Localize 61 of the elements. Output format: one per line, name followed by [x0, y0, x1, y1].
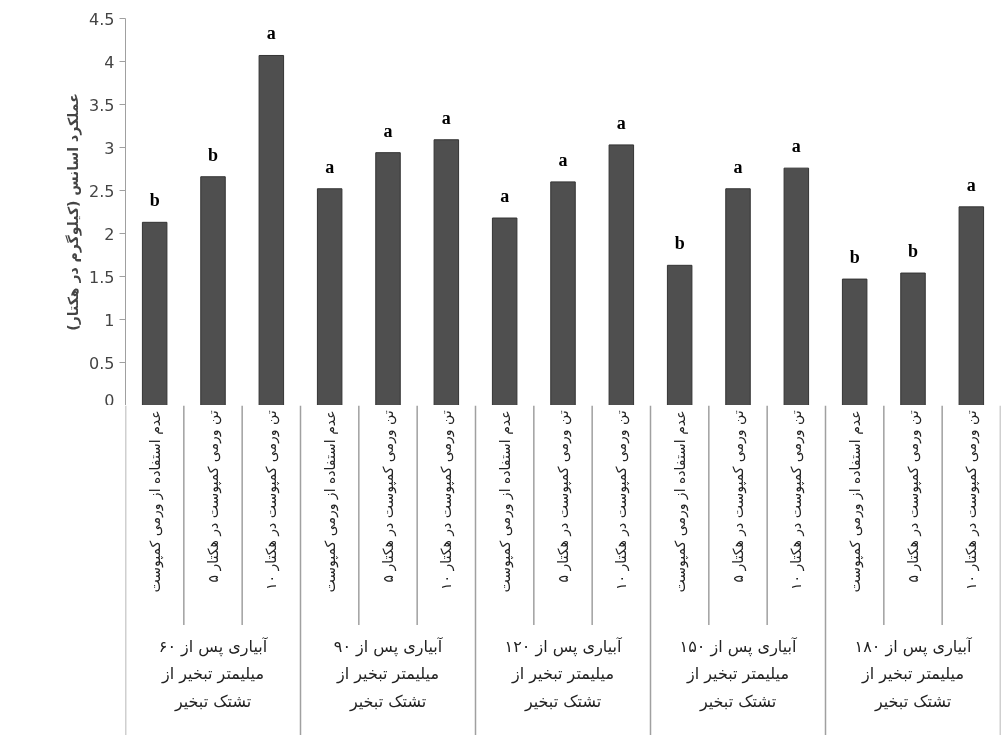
bar	[258, 54, 285, 405]
x-tick-label: عدم استفاده از ورمی کمپوست	[496, 410, 514, 593]
bar	[608, 144, 635, 405]
bar	[491, 217, 518, 405]
bar	[433, 139, 460, 405]
data-label: b	[149, 190, 160, 211]
x-tick-label: ۱۰ تن ورمی کمپوست در هکتار	[963, 410, 981, 591]
bar	[200, 176, 226, 405]
data-label: a	[966, 174, 976, 195]
data-label: a	[441, 107, 451, 128]
y-tick-label: 2	[104, 224, 115, 244]
y-tick-label: 3	[104, 138, 115, 158]
x-tick-label: ۵ تن ورمی کمپوست در هکتار	[905, 410, 922, 583]
x-tick-label: ۵ تن ورمی کمپوست در هکتار	[205, 410, 222, 583]
bar	[316, 188, 343, 405]
x-tick-label: ۵ تن ورمی کمپوست در هکتار	[555, 410, 572, 583]
data-label: a	[266, 23, 276, 44]
data-label: b	[907, 241, 919, 262]
bar	[141, 221, 168, 405]
y-tick-label: 4.5	[89, 9, 115, 29]
x-tick-label: عدم استفاده از ورمی کمپوست	[321, 410, 339, 593]
x-tick-label: ۱۰ تن ورمی کمپوست در هکتار	[613, 410, 631, 591]
y-tick-label: 0	[104, 390, 115, 410]
data-label: b	[207, 144, 219, 165]
data-label: b	[849, 247, 860, 268]
y-tick-label: 0.5	[89, 353, 115, 373]
bar	[550, 181, 576, 405]
x-tick-label: عدم استفاده از ورمی کمپوست	[671, 410, 689, 593]
data-label: a	[733, 156, 743, 177]
text: آبیاری پس از ۱۸۰ میلیمتر تبخیر از تشتک تبخیر	[854, 636, 974, 712]
data-label: b	[674, 233, 685, 254]
data-label: a	[325, 156, 335, 177]
bar	[375, 152, 401, 405]
data-label: a	[383, 120, 393, 141]
bar	[783, 167, 810, 405]
x-tick-label: ۵ تن ورمی کمپوست در هکتار	[730, 410, 747, 583]
y-axis-title: عملکرد اسانس (کیلوگرم در هکتار)	[65, 93, 83, 331]
text: آبیاری پس از ۹۰ میلیمتر تبخیر از تشتک تبخیر	[333, 636, 444, 712]
x-tick-label: ۵ تن ورمی کمپوست در هکتار	[380, 410, 397, 583]
x-tick-label: عدم استفاده از ورمی کمپوست	[846, 410, 864, 593]
bar	[958, 206, 985, 405]
data-label: a	[616, 112, 626, 133]
bar	[900, 272, 926, 405]
text: آبیاری پس از ۶۰ میلیمتر تبخیر از تشتک تبخیر	[158, 636, 269, 712]
y-tick-label: 3.5	[89, 95, 115, 115]
y-tick-label: 1	[104, 310, 115, 330]
x-tick-label: ۱۰ تن ورمی کمپوست در هکتار	[438, 410, 456, 591]
data-label: a	[558, 149, 568, 170]
bar	[666, 264, 693, 405]
text: آبیاری پس از ۱۲۰ میلیمتر تبخیر از تشتک تبخیر	[504, 636, 624, 712]
data-label: a	[500, 186, 510, 207]
data-label: a	[791, 136, 801, 157]
x-tick-label: ۱۰ تن ورمی کمپوست در هکتار	[788, 410, 806, 591]
text: آبیاری پس از ۱۵۰ میلیمتر تبخیر از تشتک تبخیر	[679, 636, 799, 712]
x-tick-label: ۱۰ تن ورمی کمپوست در هکتار	[263, 410, 281, 591]
x-tick-label: عدم استفاده از ورمی کمپوست	[146, 410, 164, 593]
y-tick-label: 1.5	[89, 267, 115, 287]
y-tick-label: 2.5	[89, 181, 115, 201]
y-tick-label: 4	[104, 52, 115, 72]
bar	[725, 188, 751, 405]
bar	[841, 278, 868, 405]
